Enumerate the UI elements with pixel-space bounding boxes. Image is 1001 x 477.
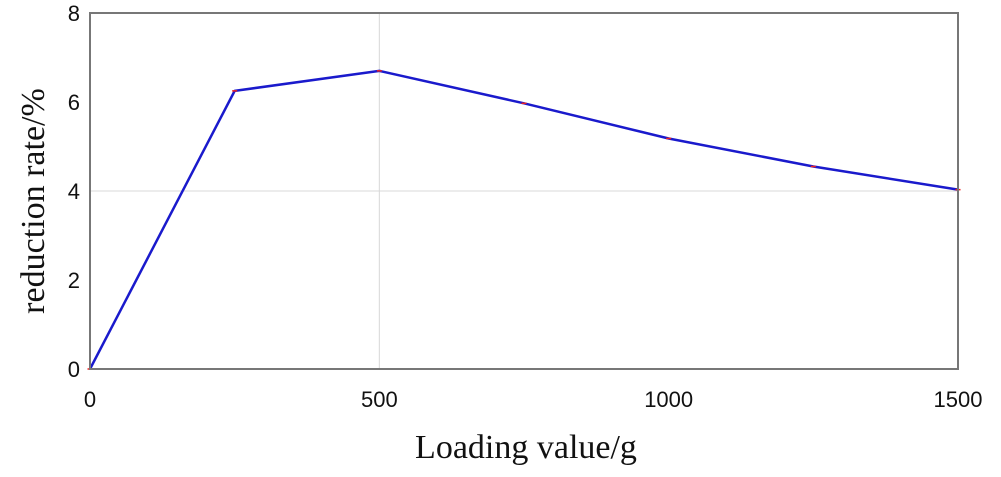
plot-frame — [89, 12, 959, 370]
series-line-0 — [88, 69, 959, 370]
grid-lines — [90, 13, 958, 369]
y-axis-ticks: 0 2 4 6 8 — [68, 1, 80, 382]
x-tick-label: 500 — [361, 387, 398, 412]
y-tick-label: 8 — [68, 1, 80, 26]
y-axis-title: reduction rate/% — [15, 88, 52, 314]
x-tick-label: 0 — [84, 387, 96, 412]
y-tick-label: 4 — [68, 179, 80, 204]
x-tick-label: 1000 — [644, 387, 693, 412]
y-tick-label: 6 — [68, 90, 80, 115]
y-tick-label: 2 — [68, 268, 80, 293]
x-tick-label: 1500 — [934, 387, 983, 412]
y-tick-label: 0 — [68, 357, 80, 382]
x-axis-title: Loading value/g — [415, 429, 637, 466]
x-axis-ticks: 0 500 1000 1500 — [84, 387, 983, 412]
series-layer — [87, 69, 961, 370]
